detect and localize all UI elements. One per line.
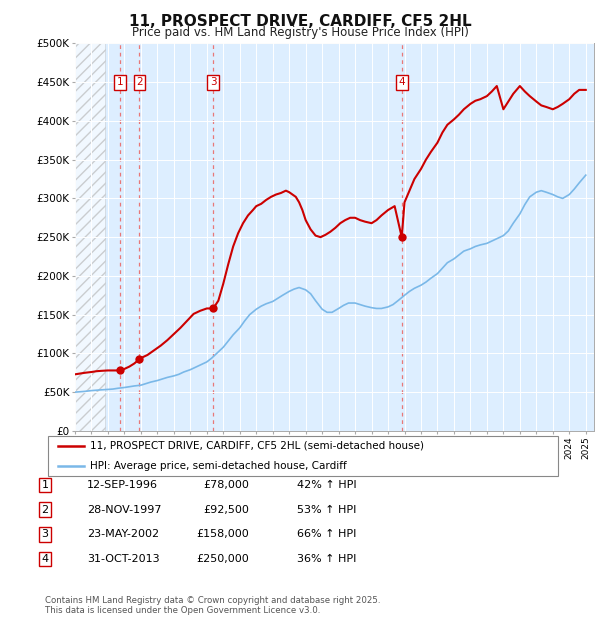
Text: 1: 1 [41,480,49,490]
Text: 36% ↑ HPI: 36% ↑ HPI [297,554,356,564]
Text: 4: 4 [398,77,405,87]
Text: £158,000: £158,000 [196,529,249,539]
Text: 11, PROSPECT DRIVE, CARDIFF, CF5 2HL: 11, PROSPECT DRIVE, CARDIFF, CF5 2HL [128,14,472,29]
Text: 53% ↑ HPI: 53% ↑ HPI [297,505,356,515]
Text: 31-OCT-2013: 31-OCT-2013 [87,554,160,564]
Text: HPI: Average price, semi-detached house, Cardiff: HPI: Average price, semi-detached house,… [90,461,347,471]
Text: 3: 3 [210,77,217,87]
Text: 1: 1 [116,77,123,87]
Text: £250,000: £250,000 [196,554,249,564]
Text: 12-SEP-1996: 12-SEP-1996 [87,480,158,490]
Text: 2: 2 [136,77,143,87]
Bar [75,43,104,431]
Text: Contains HM Land Registry data © Crown copyright and database right 2025.
This d: Contains HM Land Registry data © Crown c… [45,596,380,615]
Text: £78,000: £78,000 [203,480,249,490]
Text: 11, PROSPECT DRIVE, CARDIFF, CF5 2HL (semi-detached house): 11, PROSPECT DRIVE, CARDIFF, CF5 2HL (se… [90,441,424,451]
Text: 66% ↑ HPI: 66% ↑ HPI [297,529,356,539]
Text: 2: 2 [41,505,49,515]
Text: 42% ↑ HPI: 42% ↑ HPI [297,480,356,490]
Text: £92,500: £92,500 [203,505,249,515]
Text: 23-MAY-2002: 23-MAY-2002 [87,529,159,539]
Text: 28-NOV-1997: 28-NOV-1997 [87,505,161,515]
Text: Price paid vs. HM Land Registry's House Price Index (HPI): Price paid vs. HM Land Registry's House … [131,26,469,39]
Text: 3: 3 [41,529,49,539]
Text: 4: 4 [41,554,49,564]
